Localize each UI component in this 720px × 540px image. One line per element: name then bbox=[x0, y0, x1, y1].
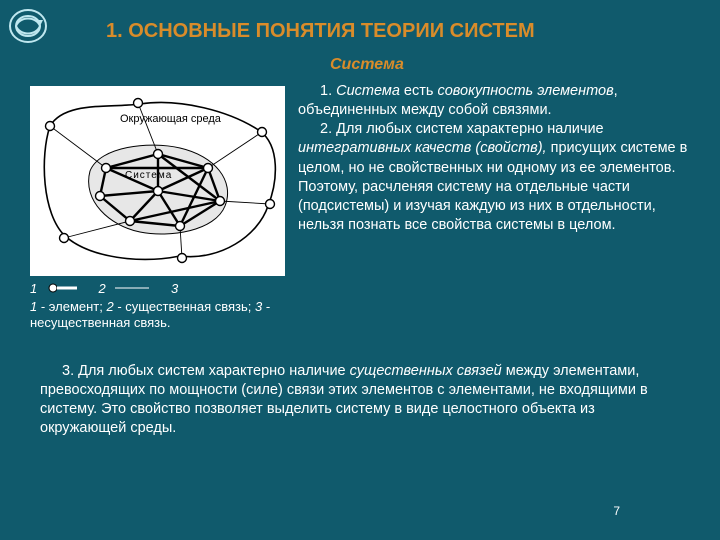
legend-t1: - элемент; bbox=[37, 299, 106, 314]
p1-mid: есть bbox=[400, 83, 438, 99]
p3-it: существенных связей bbox=[350, 363, 502, 379]
legend-key-2-label: 2 bbox=[98, 281, 105, 296]
svg-text:Система: Система bbox=[125, 170, 172, 181]
slide-subtitle: Система bbox=[330, 56, 404, 74]
page-number: 7 bbox=[613, 504, 620, 518]
legend-key-1-label: 1 bbox=[30, 281, 37, 296]
p2-pre: 2. Для любых систем характерно наличие bbox=[320, 121, 604, 137]
legend-keys: 1 2 3 bbox=[30, 280, 285, 296]
system-diagram: Окружающая среда Система bbox=[30, 86, 285, 276]
p2-it: интегративных качеств (свойств), bbox=[298, 140, 547, 156]
legend-caption: 1 - элемент; 2 - существенная связь; 3 -… bbox=[30, 299, 290, 332]
legend-key-2-icon bbox=[115, 281, 149, 296]
logo-icon bbox=[8, 6, 48, 51]
p1-pre: 1. bbox=[320, 83, 336, 99]
legend-key-1-icon bbox=[47, 281, 77, 296]
p1-it2: совокупность элементов bbox=[437, 83, 613, 99]
slide-title: 1. ОСНОВНЫЕ ПОНЯТИЯ ТЕОРИИ СИСТЕМ bbox=[106, 20, 535, 43]
p3-pre: 3. Для любых систем характерно наличие bbox=[62, 363, 350, 379]
p1-it1: Система bbox=[336, 83, 400, 99]
svg-text:Окружающая среда: Окружающая среда bbox=[120, 113, 222, 125]
legend-i2: 2 bbox=[106, 299, 113, 314]
legend-t2: - существенная связь; bbox=[114, 299, 255, 314]
legend-key-3-label: 3 bbox=[171, 281, 178, 296]
body-text-right: 1. Система есть совокупность элементов, … bbox=[298, 82, 698, 235]
slide: 1. ОСНОВНЫЕ ПОНЯТИЯ ТЕОРИИ СИСТЕМ Систем… bbox=[0, 0, 720, 540]
body-text-bottom: 3. Для любых систем характерно наличие с… bbox=[40, 362, 680, 439]
